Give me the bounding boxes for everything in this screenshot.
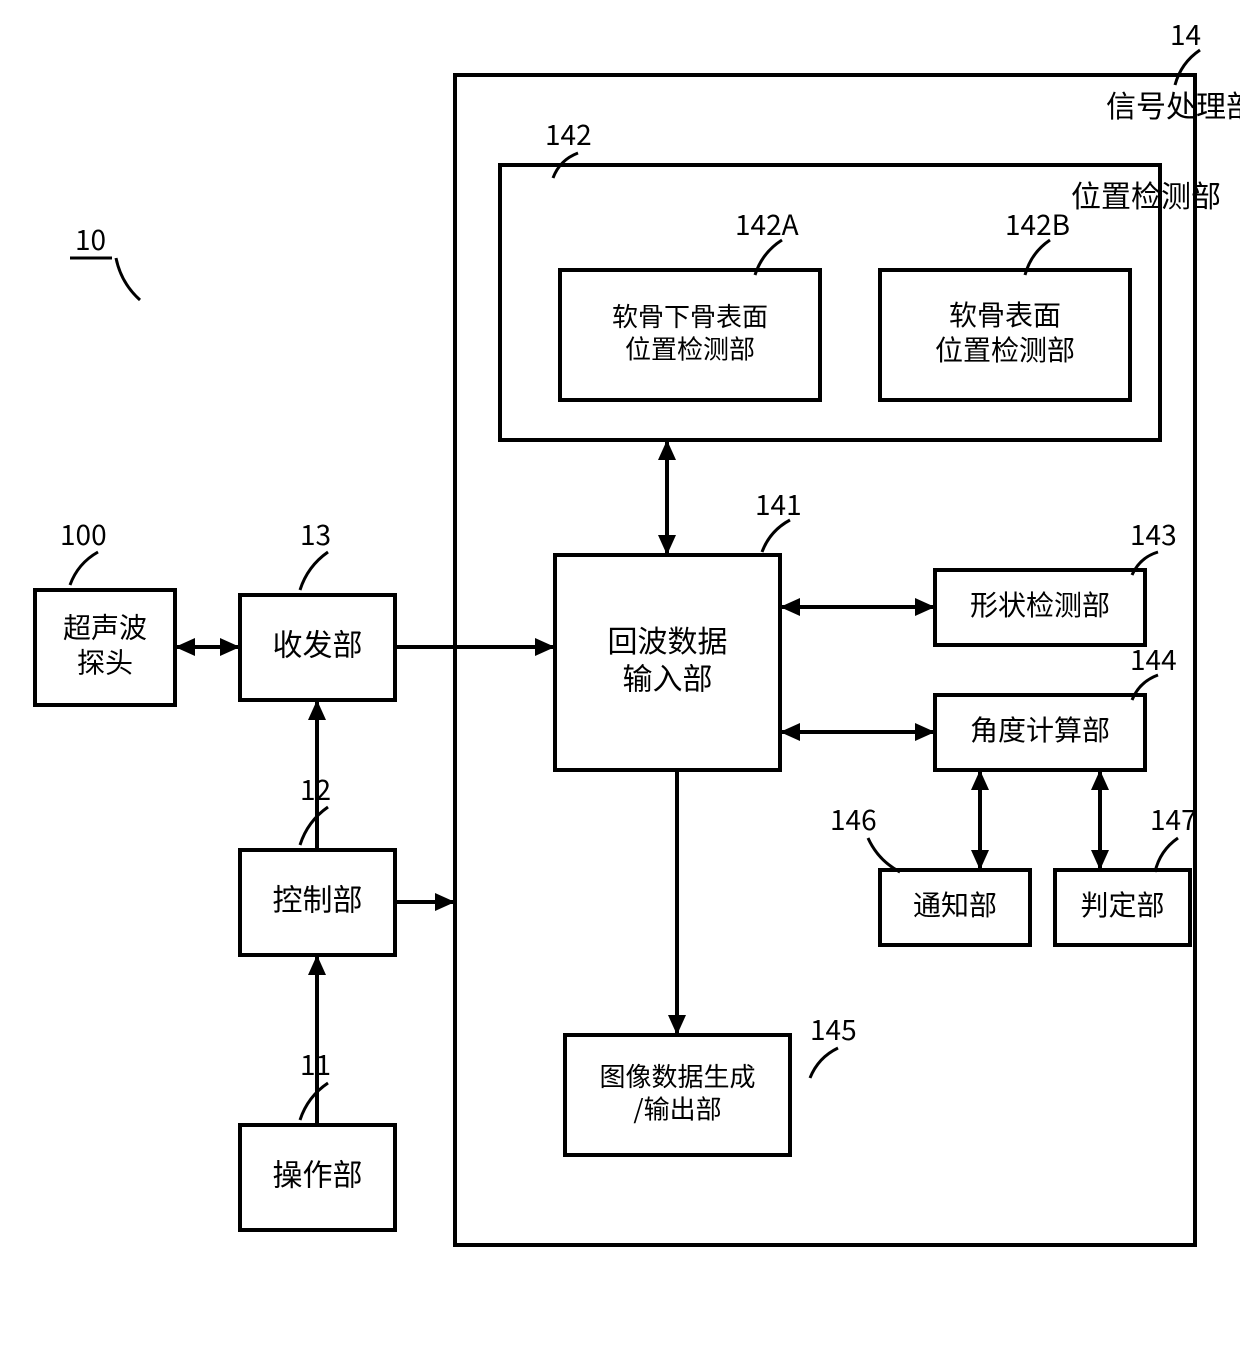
block-text-n146-0: 通知部 bbox=[913, 884, 997, 924]
block-diagram: 信号处理部位置检测部超声波探头收发部控制部操作部软骨下骨表面位置检测部软骨表面位… bbox=[0, 0, 1240, 1355]
ref-label-n13: 13 bbox=[300, 514, 331, 554]
block-title-n142: 位置检测部 bbox=[1071, 172, 1221, 216]
ref-label-n12: 12 bbox=[300, 769, 331, 809]
block-text-n143-0: 形状检测部 bbox=[970, 584, 1110, 624]
ref-label-n100: 100 bbox=[60, 514, 107, 554]
arrowhead bbox=[308, 700, 326, 720]
ref-label-n142B: 142B bbox=[1005, 204, 1070, 244]
ref-label-n14: 14 bbox=[1170, 14, 1201, 54]
block-text-n142B-1: 位置检测部 bbox=[935, 329, 1075, 369]
block-text-n13-0: 收发部 bbox=[273, 621, 363, 665]
arrowhead bbox=[220, 638, 240, 656]
block-text-n145-1: /输出部 bbox=[633, 1089, 721, 1126]
ref-leader-n11 bbox=[300, 1083, 328, 1120]
arrowhead bbox=[175, 638, 195, 656]
block-text-n147-0: 判定部 bbox=[1080, 884, 1164, 924]
block-text-n100-0: 超声波 bbox=[63, 607, 147, 647]
ref-label-n144: 144 bbox=[1130, 639, 1177, 679]
block-title-n14: 信号处理部 bbox=[1106, 82, 1240, 126]
ref-leader-n12 bbox=[300, 807, 328, 845]
ref-label-n145: 145 bbox=[810, 1009, 857, 1049]
ref-leader-n10 bbox=[116, 258, 140, 300]
ref-label-n141: 141 bbox=[755, 484, 802, 524]
ref-label-n142A: 142A bbox=[735, 204, 799, 244]
block-text-n12-0: 控制部 bbox=[273, 876, 363, 920]
ref-label-n142: 142 bbox=[545, 114, 592, 154]
arrowhead bbox=[435, 893, 455, 911]
ref-leader-n13 bbox=[300, 552, 328, 590]
ref-label-n11: 11 bbox=[300, 1044, 331, 1084]
block-text-n145-0: 图像数据生成 bbox=[599, 1057, 755, 1094]
ref-label-n10: 10 bbox=[75, 219, 106, 259]
ref-label-n147: 147 bbox=[1150, 799, 1197, 839]
ref-leader-n100 bbox=[70, 552, 98, 585]
block-text-n142A-1: 位置检测部 bbox=[625, 329, 755, 366]
arrowhead bbox=[308, 955, 326, 975]
block-text-n144-0: 角度计算部 bbox=[970, 709, 1110, 749]
block-text-n100-1: 探头 bbox=[77, 642, 133, 682]
block-text-n11-0: 操作部 bbox=[273, 1151, 363, 1195]
block-text-n142B-0: 软骨表面 bbox=[949, 294, 1061, 334]
ref-label-n143: 143 bbox=[1130, 514, 1177, 554]
block-text-n142A-0: 软骨下骨表面 bbox=[612, 297, 768, 334]
ref-label-n146: 146 bbox=[830, 799, 877, 839]
block-text-n141-1: 输入部 bbox=[623, 654, 713, 698]
